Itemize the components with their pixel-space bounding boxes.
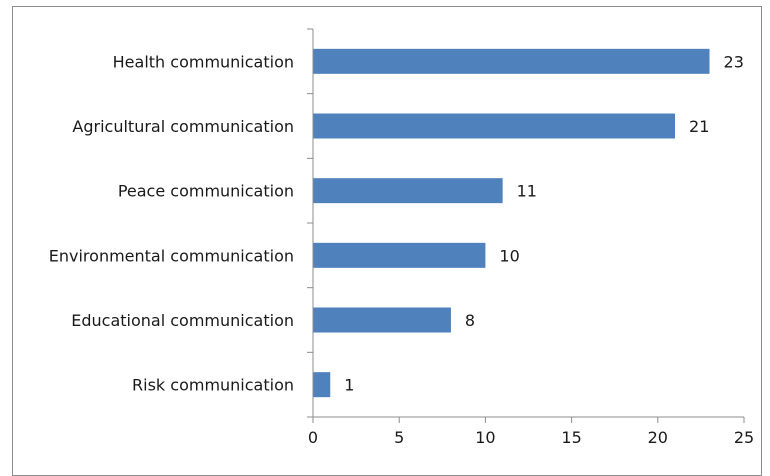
x-tick-label: 25 <box>734 428 754 447</box>
bar-5 <box>313 372 331 398</box>
data-labels: 23 21 11 10 8 1 <box>344 52 744 394</box>
data-label: 11 <box>517 182 537 201</box>
bar-1 <box>313 113 676 139</box>
data-label: 10 <box>499 246 519 265</box>
x-tick-label: 5 <box>394 428 404 447</box>
x-tick-label: 10 <box>475 428 495 447</box>
x-tick-label: 20 <box>648 428 668 447</box>
category-label: Health communication <box>113 52 294 71</box>
bar-3 <box>313 242 486 268</box>
bar-chart: Health communication Agricultural communi… <box>49 28 754 447</box>
bar-2 <box>313 178 503 204</box>
category-label: Educational communication <box>71 311 294 330</box>
bar-4 <box>313 307 451 333</box>
category-label: Agricultural communication <box>72 117 294 136</box>
category-label: Risk communication <box>132 376 294 395</box>
x-tick-label: 0 <box>308 428 318 447</box>
category-labels: Health communication Agricultural communi… <box>49 52 294 394</box>
data-label: 23 <box>724 52 744 71</box>
data-label: 1 <box>344 376 354 395</box>
data-label: 8 <box>465 311 475 330</box>
x-tick-label: 15 <box>561 428 581 447</box>
bar-0 <box>313 48 710 74</box>
chart-frame <box>12 6 762 476</box>
category-label: Peace communication <box>118 182 294 201</box>
x-axis-ticks: 0 5 10 15 20 25 <box>308 417 754 447</box>
category-label: Environmental communication <box>49 246 294 265</box>
data-label: 21 <box>689 117 709 136</box>
bars-layer <box>313 48 710 398</box>
axes <box>307 28 744 418</box>
